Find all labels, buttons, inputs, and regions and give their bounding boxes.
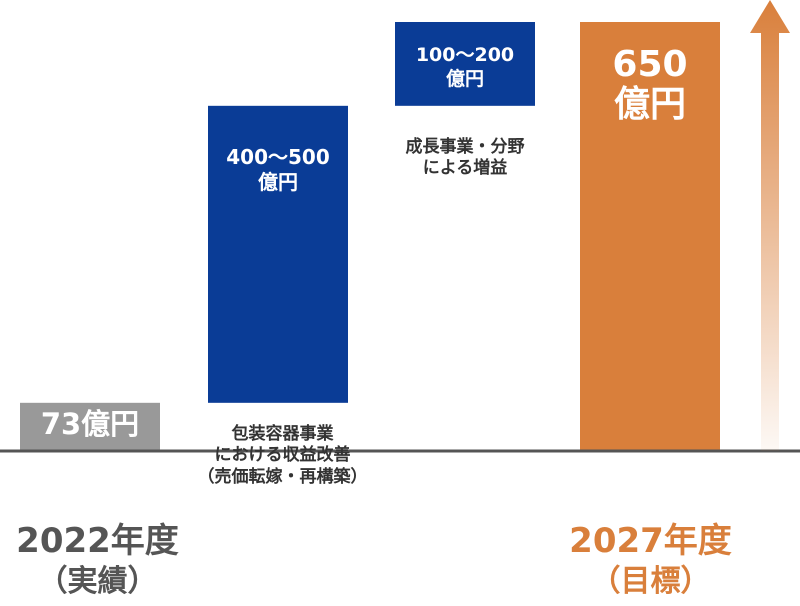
bar-label-100-200-text: 100〜200 億円 (395, 44, 535, 92)
bars-layer (20, 22, 720, 451)
bar-label-unit: 億円 (445, 67, 484, 90)
year-label-2027: 2027年度 （目標） (548, 520, 753, 600)
bar-label-400-500-text: 400〜500 億円 (208, 145, 348, 195)
bar-2 (395, 22, 535, 106)
bar-0 (20, 402, 160, 451)
year-label-2027-line1: 2027年度 (569, 521, 732, 561)
year-label-2022-line1: 2022年度 (16, 521, 179, 561)
bar-label-73: 73億円 (40, 407, 140, 441)
note-packaging-line3: （売価転嫁・再構築） (197, 466, 368, 487)
note-packaging-line2: における収益改善 (214, 445, 351, 466)
bar-3 (580, 22, 720, 451)
note-growth-line2: による増益 (422, 158, 508, 179)
bar-label-650-text: 650 億円 (580, 45, 720, 124)
note-packaging: 包装容器事業 における収益改善 （売価転嫁・再構築） (170, 424, 395, 488)
bar-label-100-200: 100〜200 億円 (395, 44, 535, 92)
bar-label-number: 650 (612, 44, 688, 85)
growth-arrow (750, 0, 790, 451)
year-label-2022-line2: （実績） (37, 563, 158, 599)
bar-label-number: 100〜200 (415, 44, 515, 66)
bar-label-unit: 億円 (613, 83, 686, 125)
bar-label-400-500: 400〜500 億円 (208, 145, 348, 195)
bar-1 (208, 105, 348, 403)
year-label-2027-line2: （目標） (590, 563, 711, 599)
note-growth: 成長事業・分野 による増益 (375, 137, 555, 180)
note-packaging-line1: 包装容器事業 (231, 424, 334, 444)
bar-label-650: 650 億円 (580, 45, 720, 124)
bar-label-number: 400〜500 (226, 145, 330, 169)
note-growth-line1: 成長事業・分野 (405, 137, 525, 157)
year-label-2022: 2022年度 （実績） (0, 520, 195, 600)
bar-label-unit: 億円 (258, 170, 298, 194)
